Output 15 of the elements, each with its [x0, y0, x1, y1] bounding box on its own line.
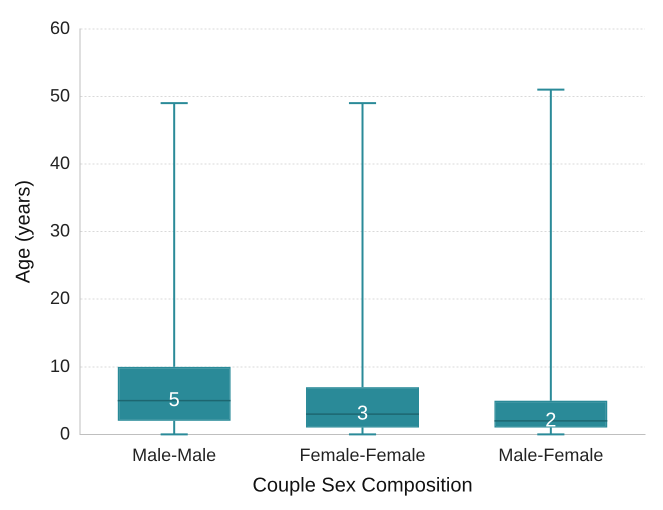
y-axis-title: Age (years): [12, 180, 35, 284]
x-tick-label: Male-Male: [132, 445, 216, 466]
y-tick-label: 30: [50, 220, 70, 241]
annotation: 2: [545, 409, 556, 432]
y-tick-label: 10: [50, 356, 70, 376]
y-tick-label: 0: [60, 423, 70, 444]
y-tick-label: 40: [50, 152, 70, 173]
annotation: 3: [356, 402, 368, 425]
y-tick-label: 20: [50, 288, 70, 308]
x-tick-label: Male-Female: [498, 445, 604, 466]
x-tick-label: Female-Female: [299, 445, 426, 466]
y-tick-label: 50: [50, 85, 70, 106]
annotation: 5: [168, 389, 180, 412]
y-tick-label: 60: [50, 18, 70, 38]
x-axis-title: Couple Sex Composition: [252, 474, 473, 497]
